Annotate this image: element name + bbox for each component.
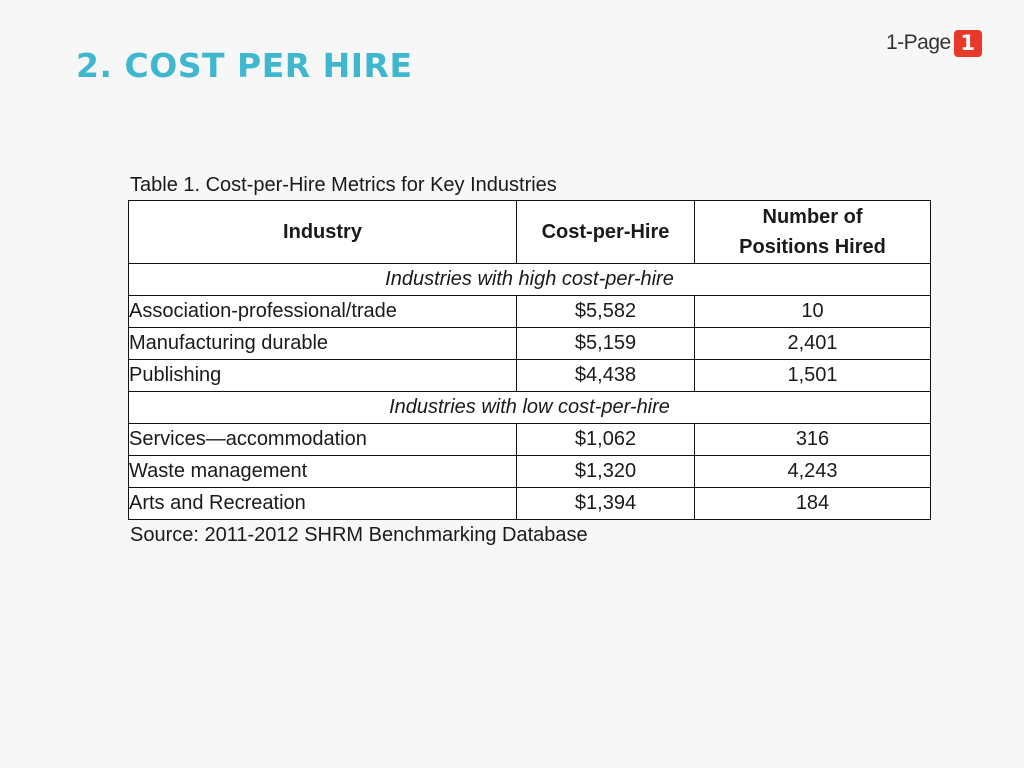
cell-cost: $4,438: [516, 359, 695, 392]
logo-badge: 1: [953, 29, 982, 57]
logo-text: 1-Page: [886, 31, 951, 54]
slide-title: 2. COST PER HIRE: [76, 46, 413, 85]
cell-cost: $1,062: [516, 423, 695, 456]
header-industry: Industry: [128, 200, 517, 264]
group-label-high: Industries with high cost-per-hire: [128, 263, 931, 296]
table-caption: Table 1. Cost-per-Hire Metrics for Key I…: [130, 174, 557, 196]
brand-logo: 1-Page 1: [886, 29, 982, 57]
cell-positions: 4,243: [694, 455, 931, 488]
header-positions-hired: Number of Positions Hired: [694, 200, 931, 264]
cell-positions: 2,401: [694, 327, 931, 360]
header-cost-per-hire: Cost-per-Hire: [516, 200, 695, 264]
group-row-low: Industries with low cost-per-hire: [128, 391, 931, 424]
header-positions-line2: Positions Hired: [739, 236, 886, 258]
cell-cost: $1,320: [516, 455, 695, 488]
cost-per-hire-table: Industry Cost-per-Hire Number of Positio…: [128, 200, 931, 520]
table-row: Manufacturing durable $5,159 2,401: [128, 327, 931, 360]
cell-industry: Manufacturing durable: [128, 327, 517, 360]
cell-industry: Waste management: [128, 455, 517, 488]
cost-per-hire-table-block: Table 1. Cost-per-Hire Metrics for Key I…: [128, 172, 931, 548]
group-label-low: Industries with low cost-per-hire: [128, 391, 931, 424]
cell-cost: $1,394: [516, 487, 695, 520]
table-row: Waste management $1,320 4,243: [128, 455, 931, 488]
cell-cost: $5,582: [516, 295, 695, 328]
table-header-row: Industry Cost-per-Hire Number of Positio…: [128, 200, 931, 264]
cell-positions: 1,501: [694, 359, 931, 392]
table-source: Source: 2011-2012 SHRM Benchmarking Data…: [130, 524, 588, 546]
table-row: Association-professional/trade $5,582 10: [128, 295, 931, 328]
cell-positions: 316: [694, 423, 931, 456]
group-row-high: Industries with high cost-per-hire: [128, 263, 931, 296]
cell-positions: 184: [694, 487, 931, 520]
cell-industry: Arts and Recreation: [128, 487, 517, 520]
cell-industry: Association-professional/trade: [128, 295, 517, 328]
cell-positions: 10: [694, 295, 931, 328]
table-row: Services—accommodation $1,062 316: [128, 423, 931, 456]
table-row: Publishing $4,438 1,501: [128, 359, 931, 392]
header-positions-line1: Number of: [762, 206, 863, 228]
cell-industry: Publishing: [128, 359, 517, 392]
cell-cost: $5,159: [516, 327, 695, 360]
table-row: Arts and Recreation $1,394 184: [128, 487, 931, 520]
cell-industry: Services—accommodation: [128, 423, 517, 456]
